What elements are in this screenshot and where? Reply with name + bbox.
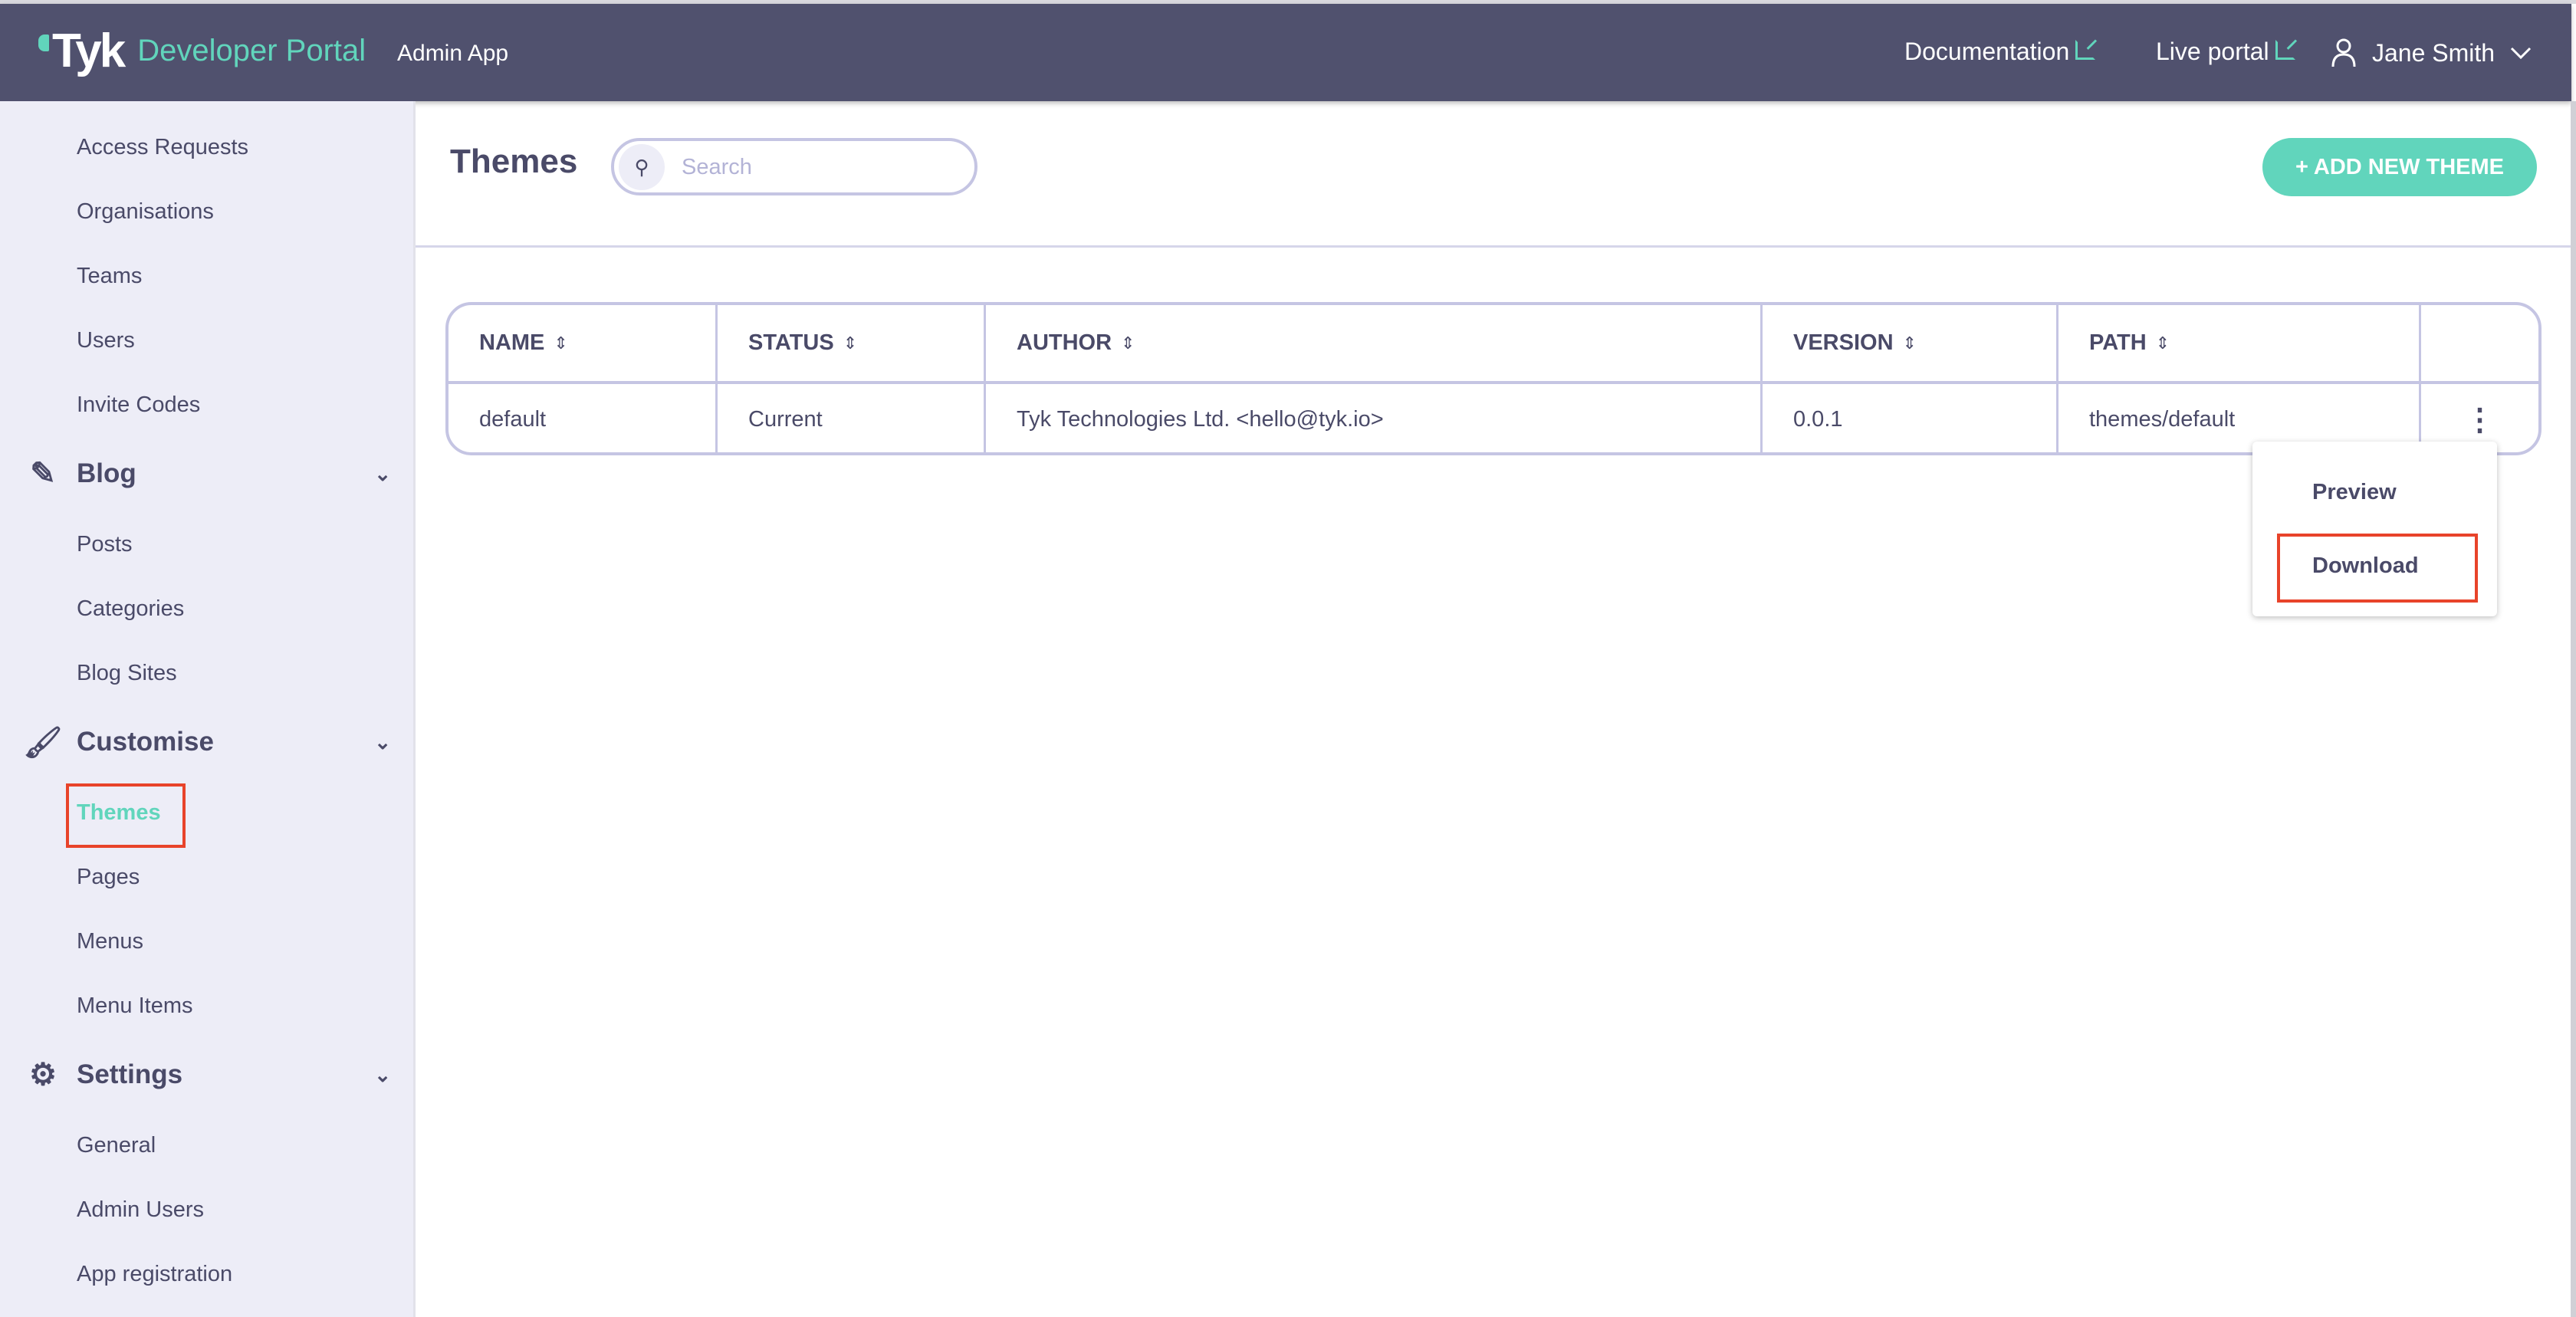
more-vertical-icon: ⋮ <box>2464 402 2496 437</box>
cell-author: Tyk Technologies Ltd. <hello@tyk.io> <box>986 384 1763 452</box>
highlight-box-download <box>2277 534 2478 603</box>
search-input[interactable] <box>682 152 958 182</box>
external-link-icon <box>2075 39 2096 60</box>
sidebar-item-users[interactable]: Users <box>77 328 135 353</box>
gear-icon: ⚙ <box>29 1058 57 1092</box>
tyk-logo[interactable]: Tyk Developer Portal <box>38 24 366 77</box>
highlight-box-themes <box>66 783 186 848</box>
sidebar-item-invite-codes[interactable]: Invite Codes <box>77 392 201 417</box>
user-name: Jane Smith <box>2372 38 2496 67</box>
sidebar-item-categories[interactable]: Categories <box>77 596 185 621</box>
sidebar-section-blog[interactable]: ✎ Blog ⌄ <box>23 454 391 494</box>
user-menu[interactable]: Jane Smith <box>2331 38 2532 68</box>
sidebar: Access Requests Organisations Teams User… <box>0 101 416 1317</box>
menu-item-download[interactable]: Download <box>2312 553 2419 578</box>
themes-table: NAME ⇕ STATUS ⇕ AUTHOR ⇕ VERSION ⇕ PATH ⇕ def… <box>445 302 2542 455</box>
sort-icon: ⇕ <box>2155 333 2170 353</box>
sort-icon: ⇕ <box>554 333 568 353</box>
leaf-icon <box>38 34 49 51</box>
chevron-down-icon <box>2511 47 2532 60</box>
column-header-status[interactable]: STATUS ⇕ <box>718 305 986 381</box>
cell-path: themes/default <box>2058 384 2421 452</box>
top-bar: Tyk Developer Portal Admin App Documenta… <box>0 4 2571 101</box>
chevron-down-icon: ⌄ <box>374 1062 391 1086</box>
cell-version: 0.0.1 <box>1763 384 2058 452</box>
app-name: Admin App <box>397 41 509 66</box>
sort-icon: ⇕ <box>843 333 858 353</box>
scrollbar[interactable] <box>2571 101 2576 1317</box>
add-new-theme-button[interactable]: + ADD NEW THEME <box>2262 138 2537 196</box>
sidebar-item-app-registration[interactable]: App registration <box>77 1262 233 1286</box>
logo-text: Tyk <box>52 24 126 77</box>
section-label: Customise <box>77 727 214 757</box>
column-label: NAME <box>479 330 545 355</box>
table-row[interactable]: default Current Tyk Technologies Ltd. <h… <box>449 384 2538 452</box>
column-label: AUTHOR <box>1017 330 1112 355</box>
chevron-down-icon: ⌄ <box>374 461 391 485</box>
user-icon <box>2331 38 2356 67</box>
row-actions-menu: Preview Download <box>2252 442 2497 616</box>
live-portal-link[interactable]: Live portal <box>2156 38 2295 66</box>
divider <box>416 245 2576 248</box>
column-label: VERSION <box>1793 330 1894 355</box>
search-box[interactable]: ⚲ <box>611 138 978 195</box>
menu-item-preview[interactable]: Preview <box>2312 480 2397 504</box>
window-top-edge <box>0 0 2576 4</box>
sidebar-item-access-requests[interactable]: Access Requests <box>77 135 249 159</box>
search-icon: ⚲ <box>619 144 665 190</box>
column-header-actions <box>2421 305 2538 381</box>
sidebar-item-organisations[interactable]: Organisations <box>77 199 214 224</box>
sidebar-item-admin-users[interactable]: Admin Users <box>77 1197 204 1222</box>
sidebar-item-menus[interactable]: Menus <box>77 929 144 954</box>
cell-status: Current <box>718 384 986 452</box>
row-actions-button[interactable]: ⋮ <box>2421 384 2538 452</box>
column-header-name[interactable]: NAME ⇕ <box>449 305 718 381</box>
section-label: Settings <box>77 1059 183 1089</box>
documentation-link[interactable]: Documentation <box>1904 38 2096 66</box>
sidebar-item-themes[interactable]: Themes <box>77 800 161 825</box>
documentation-label: Documentation <box>1904 38 2070 65</box>
column-header-path[interactable]: PATH ⇕ <box>2058 305 2421 381</box>
sort-icon: ⇕ <box>1121 333 1135 353</box>
sidebar-item-blog-sites[interactable]: Blog Sites <box>77 661 177 685</box>
page-title: Themes <box>450 143 578 180</box>
column-label: PATH <box>2089 330 2147 355</box>
column-header-author[interactable]: AUTHOR ⇕ <box>986 305 1763 381</box>
sort-icon: ⇕ <box>1902 333 1917 353</box>
table-header-row: NAME ⇕ STATUS ⇕ AUTHOR ⇕ VERSION ⇕ PATH ⇕ <box>449 305 2538 384</box>
external-link-icon <box>2275 39 2295 60</box>
chevron-down-icon: ⌄ <box>374 730 391 754</box>
section-label: Blog <box>77 458 136 488</box>
column-label: STATUS <box>748 330 834 355</box>
sidebar-section-settings[interactable]: ⚙ Settings ⌄ <box>23 1055 391 1095</box>
product-name: Developer Portal <box>137 33 366 67</box>
sidebar-section-customise[interactable]: 🖌 Customise ⌄ <box>23 722 391 762</box>
cell-name: default <box>449 384 718 452</box>
column-header-version[interactable]: VERSION ⇕ <box>1763 305 2058 381</box>
sidebar-item-menu-items[interactable]: Menu Items <box>77 993 193 1018</box>
sidebar-item-pages[interactable]: Pages <box>77 865 140 889</box>
brush-icon: 🖌 <box>23 725 63 760</box>
sidebar-item-posts[interactable]: Posts <box>77 532 133 557</box>
blog-icon: ✎ <box>30 457 56 491</box>
sidebar-item-general[interactable]: General <box>77 1133 156 1158</box>
live-portal-label: Live portal <box>2156 38 2269 65</box>
sidebar-item-teams[interactable]: Teams <box>77 264 143 288</box>
